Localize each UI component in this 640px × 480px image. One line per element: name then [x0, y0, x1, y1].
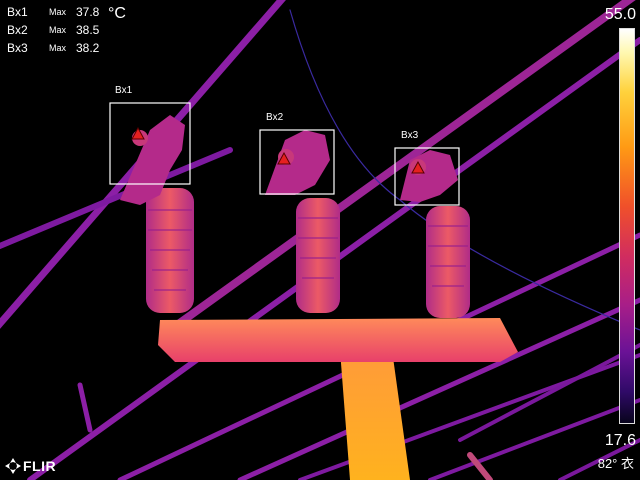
- unit-label: °C: [108, 5, 126, 22]
- measurement-boxes: [109, 102, 460, 206]
- bx2-label: Bx2: [266, 112, 284, 123]
- utility-pole: [158, 318, 518, 480]
- readout-name: Bx2: [7, 23, 28, 37]
- readout-value: 37.8: [76, 5, 100, 19]
- readout-value: 38.2: [76, 41, 100, 55]
- readout-kind: Max: [49, 25, 67, 35]
- readout-kind: Max: [49, 7, 67, 17]
- bx2-box: [259, 129, 335, 195]
- bx1-max-marker: [131, 126, 145, 140]
- flir-logo: FLIR: [5, 457, 56, 475]
- readout-name: Bx3: [7, 41, 28, 55]
- max-markers: [131, 126, 425, 174]
- scale-min-label: 17.6: [604, 432, 636, 449]
- bx3-label: Bx3: [401, 130, 419, 141]
- flir-logo-icon: [5, 458, 21, 474]
- bx2-max-marker: [277, 151, 291, 165]
- emissivity-readout: 82° 衣: [597, 456, 634, 471]
- scale-max-label: 55.0: [604, 6, 636, 23]
- insulators: [146, 188, 470, 318]
- bx1-box: [109, 102, 191, 185]
- bx3-box: [394, 147, 460, 206]
- bx1-label: Bx1: [115, 85, 133, 96]
- bx3-max-marker: [411, 160, 425, 174]
- color-scale-bar: [619, 28, 635, 424]
- readout-name: Bx1: [7, 5, 28, 19]
- readout-kind: Max: [49, 43, 67, 53]
- readout-value: 38.5: [76, 23, 100, 37]
- flir-logo-text: FLIR: [23, 458, 57, 474]
